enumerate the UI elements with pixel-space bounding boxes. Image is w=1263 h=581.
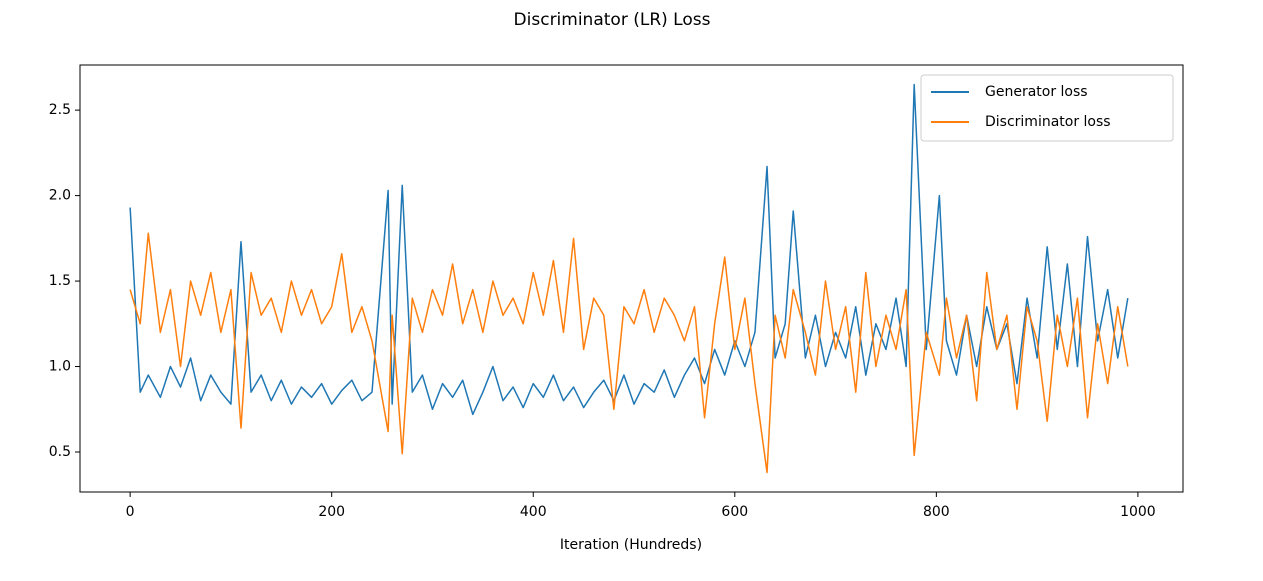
y-tick-label: 1.5 bbox=[49, 273, 71, 289]
line-series bbox=[129, 232, 1129, 474]
line-series bbox=[129, 83, 1129, 416]
y-tick-label: 1.0 bbox=[49, 359, 71, 375]
x-tick-label: 600 bbox=[721, 504, 748, 520]
x-tick-label: 800 bbox=[923, 504, 950, 520]
x-tick-label: 200 bbox=[318, 504, 345, 520]
legend-label: Generator loss bbox=[985, 84, 1088, 100]
x-tick-label: 0 bbox=[126, 504, 135, 520]
chart-title: Discriminator (LR) Loss bbox=[514, 10, 711, 30]
x-tick-label: 1000 bbox=[1120, 504, 1156, 520]
y-tick-label: 2.0 bbox=[49, 188, 71, 204]
y-tick-label: 0.5 bbox=[49, 444, 71, 460]
x-tick-label: 400 bbox=[520, 504, 547, 520]
legend-box bbox=[920, 74, 1174, 142]
x-axis-label: Iteration (Hundreds) bbox=[560, 537, 702, 553]
legend-label: Discriminator loss bbox=[985, 114, 1111, 130]
y-tick-label: 2.5 bbox=[49, 102, 71, 118]
plot-frame bbox=[79, 64, 1184, 493]
